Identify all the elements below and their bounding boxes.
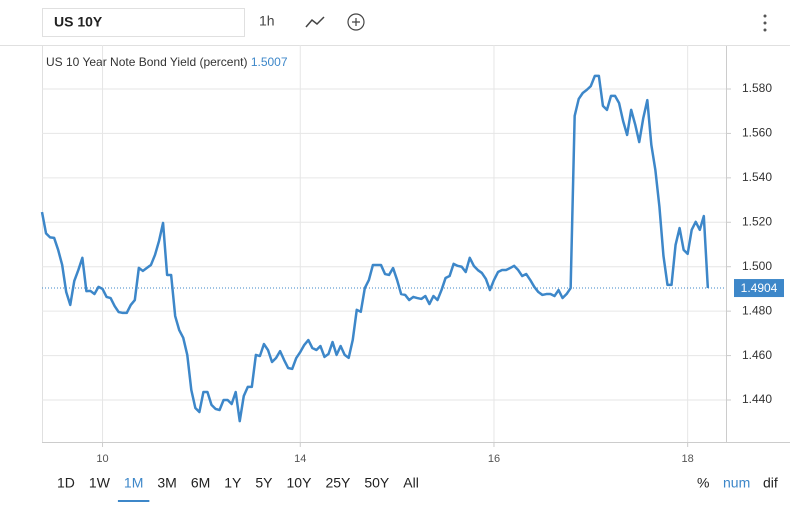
range-button[interactable]: 10Y [287, 475, 313, 491]
chart-title: US 10 Year Note Bond Yield (percent) 1.5… [46, 55, 288, 69]
mode-button[interactable]: % [697, 475, 709, 491]
menu-dot [763, 21, 767, 25]
last-value-label: 1.4904 [741, 281, 778, 295]
mode-button[interactable]: num [723, 475, 750, 491]
last-value-box [734, 279, 784, 298]
symbol-text[interactable]: US 10Y [54, 14, 103, 30]
series-line [40, 74, 710, 423]
chart-type-button[interactable] [305, 16, 325, 28]
range-button[interactable]: All [403, 475, 419, 491]
range-selector: 1D 1W 1M 3M 6M 1Y 5Y 10Y 25Y 50Y All% num dif [57, 475, 778, 502]
range-button[interactable]: 25Y [325, 475, 351, 491]
range-button[interactable]: 50Y [364, 475, 390, 491]
title-text: US 10 Year Note Bond Yield (percent) [46, 55, 247, 69]
y-tick-label: 1.460 [742, 348, 772, 362]
compare-button[interactable] [347, 13, 365, 31]
x-tick-label: 10 [96, 453, 108, 465]
hover-value: 1.5007 [251, 55, 288, 69]
range-button[interactable]: 1W [89, 475, 111, 491]
interval-button[interactable]: 1h [259, 13, 275, 29]
x-tick-label: 18 [682, 453, 694, 465]
y-tick-label: 1.540 [742, 170, 772, 184]
range-button[interactable]: 5Y [255, 475, 273, 491]
menu-dot [763, 14, 767, 18]
range-button[interactable]: 1M [124, 475, 143, 491]
y-tick-label: 1.560 [742, 126, 772, 140]
y-tick-label: 1.440 [742, 392, 772, 406]
y-tick-label: 1.520 [742, 214, 772, 228]
menu-button[interactable] [763, 14, 767, 32]
y-tick-label: 1.500 [742, 259, 772, 273]
x-tick-label: 14 [294, 453, 306, 465]
menu-dot [763, 28, 767, 32]
range-button[interactable]: 3M [157, 475, 176, 491]
x-tick-label: 16 [488, 453, 500, 465]
y-tick-label: 1.580 [742, 81, 772, 95]
mode-button[interactable]: dif [763, 475, 778, 491]
range-button[interactable]: 1D [57, 475, 75, 491]
plot: 1.440 1.460 1.480 1.500 1.520 1.540 1.560 1.580… [40, 45, 784, 465]
symbol-input[interactable] [42, 8, 245, 37]
range-button[interactable]: 1Y [224, 475, 242, 491]
range-button[interactable]: 6M [191, 475, 210, 491]
y-tick-label: 1.480 [742, 303, 772, 317]
compare-plus [352, 18, 360, 26]
